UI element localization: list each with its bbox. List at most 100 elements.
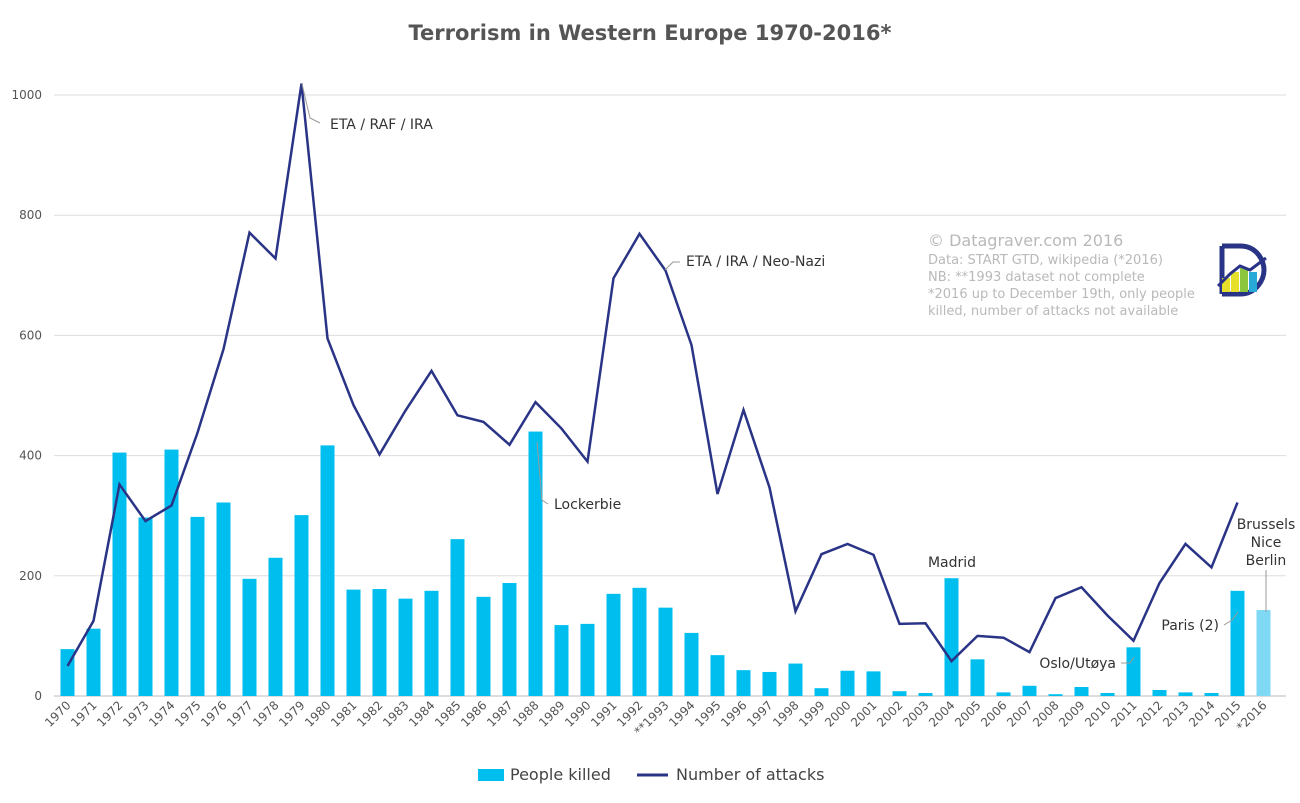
bar-2010 <box>1100 692 1115 696</box>
bar-2005 <box>970 659 985 696</box>
annotation-brussels: Brussels <box>1237 517 1296 533</box>
bar-1974 <box>164 449 179 696</box>
x-tick-label: 1976 <box>198 698 229 729</box>
bar-1994 <box>684 632 699 696</box>
leader-1979 <box>301 83 321 124</box>
x-tick-label: 1994 <box>666 698 697 729</box>
gridlines <box>54 94 1286 697</box>
legend: People killed Number of attacks <box>478 765 824 784</box>
x-tick-label: 1977 <box>224 698 255 729</box>
x-tick-label: 1985 <box>432 698 463 729</box>
annotation-eta-raf-ira: ETA / RAF / IRA <box>330 117 433 133</box>
bar-2009 <box>1074 686 1089 696</box>
bar-1998 <box>788 663 803 696</box>
x-tick-label: 1970 <box>42 698 73 729</box>
y-tick-label: 1000 <box>11 88 42 102</box>
logo-bar-2 <box>1231 272 1239 292</box>
logo-bar-3 <box>1240 268 1248 292</box>
bar-1983 <box>398 598 413 696</box>
bar-1995 <box>710 655 725 696</box>
bar-1976 <box>216 502 231 696</box>
y-tick-label: 800 <box>19 208 42 222</box>
x-axis-ticks: 1970197119721973197419751976197719781979… <box>42 698 1269 738</box>
leader-1993 <box>664 261 680 271</box>
bar-1992 <box>632 587 647 696</box>
bar-1977 <box>242 578 257 696</box>
annotation-nice: Nice <box>1251 535 1282 551</box>
credit-line-1: Data: START GTD, wikipedia (*2016) <box>928 253 1163 268</box>
leader-1988 <box>536 441 549 505</box>
bar-1988 <box>528 431 543 696</box>
x-tick-label: 1995 <box>692 698 723 729</box>
x-tick-label: 2014 <box>1186 698 1217 729</box>
x-tick-label: 1982 <box>354 698 385 729</box>
x-tick-label: 2002 <box>874 698 905 729</box>
credits: © Datagraver.com 2016 Data: START GTD, w… <box>928 231 1195 319</box>
annotation-oslo-utoya: Oslo/Utøya <box>1039 656 1116 672</box>
y-axis-ticks: 0 200 400 600 800 1000 <box>11 88 42 703</box>
credit-line-4: killed, number of attacks not available <box>928 304 1178 319</box>
x-tick-label: 2013 <box>1160 698 1191 729</box>
bar-2011 <box>1126 647 1141 696</box>
annotation-berlin: Berlin <box>1246 553 1287 569</box>
x-tick-label: 1988 <box>510 698 541 729</box>
y-tick-label: 0 <box>34 689 42 703</box>
x-tick-label: 1984 <box>406 698 437 729</box>
x-tick-label: 1998 <box>770 698 801 729</box>
x-tick-label: 2011 <box>1108 698 1139 729</box>
x-tick-label: 2003 <box>900 698 931 729</box>
bar-1984 <box>424 590 439 696</box>
x-tick-label: 2001 <box>848 698 879 729</box>
bar-1985 <box>450 539 465 696</box>
bar-1989 <box>554 625 569 696</box>
bar-1971 <box>86 628 101 696</box>
bar-2003 <box>918 692 933 696</box>
x-tick-label: 1971 <box>68 698 99 729</box>
x-tick-label: *2016 <box>1234 698 1270 734</box>
bar-1978 <box>268 557 283 696</box>
logo-d-shape <box>1222 243 1267 297</box>
credit-copyright: © Datagraver.com 2016 <box>928 231 1123 250</box>
bar-1997 <box>762 671 777 696</box>
x-tick-label: 1991 <box>588 698 619 729</box>
bar-2006 <box>996 692 1011 696</box>
bar-1975 <box>190 516 205 696</box>
x-tick-label: 1986 <box>458 698 489 729</box>
leader-2015 <box>1223 611 1239 626</box>
bar-2015 <box>1230 590 1245 696</box>
annotation-paris: Paris (2) <box>1161 618 1219 634</box>
bar-2002 <box>892 691 907 696</box>
x-tick-label: 2004 <box>926 698 957 729</box>
bar-2016 <box>1256 610 1271 696</box>
line-number-of-attacks <box>66 83 1239 667</box>
x-tick-label: 1973 <box>120 698 151 729</box>
x-tick-label: 1987 <box>484 698 515 729</box>
bars-people-killed <box>60 431 1271 696</box>
bar-1982 <box>372 589 387 696</box>
bar-2012 <box>1152 689 1167 696</box>
bar-1991 <box>606 593 621 696</box>
x-tick-label: 1996 <box>718 698 749 729</box>
bar-1972 <box>112 452 127 696</box>
bar-1996 <box>736 670 751 696</box>
bar-1980 <box>320 445 335 696</box>
x-tick-label: 1999 <box>796 698 827 729</box>
annotation-eta-ira-neo-nazi: ETA / IRA / Neo-Nazi <box>686 254 825 270</box>
bar-2007 <box>1022 685 1037 696</box>
x-tick-label: 2006 <box>978 698 1009 729</box>
x-tick-label: 1997 <box>744 698 775 729</box>
y-tick-label: 600 <box>19 328 42 342</box>
annotation-lockerbie: Lockerbie <box>554 497 621 513</box>
bar-1973 <box>138 517 153 696</box>
legend-label-number-of-attacks: Number of attacks <box>676 765 824 784</box>
x-tick-label: 2012 <box>1134 698 1165 729</box>
bar-1986 <box>476 596 491 696</box>
logo-bar-1 <box>1222 278 1230 292</box>
x-tick-label: 2008 <box>1030 698 1061 729</box>
bar-1979 <box>294 515 309 696</box>
x-tick-label: 1989 <box>536 698 567 729</box>
leader-2011 <box>1121 656 1135 664</box>
x-tick-label: 2010 <box>1082 698 1113 729</box>
logo-trend-line <box>1216 256 1267 288</box>
